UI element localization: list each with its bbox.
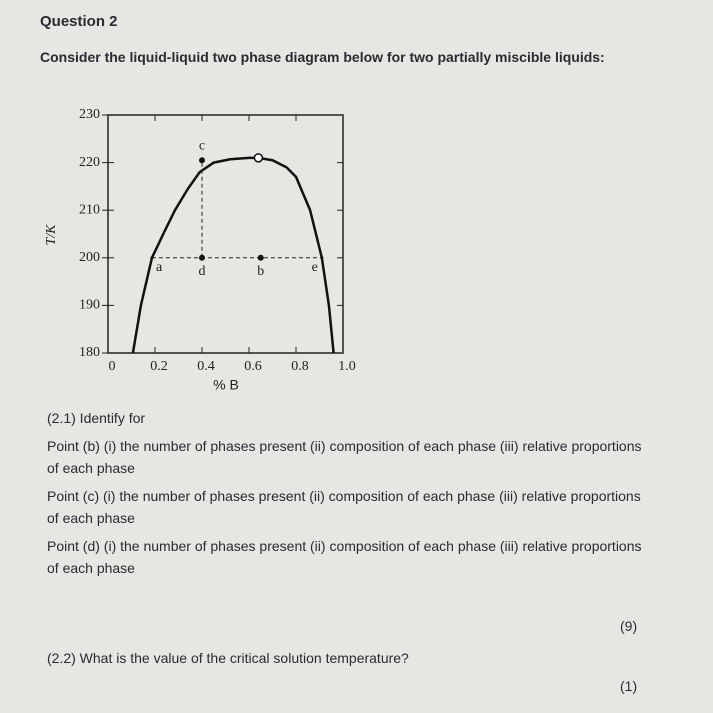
intro: Consider the liquid-liquid two phase dia… <box>40 49 605 65</box>
state-point <box>150 256 154 260</box>
y-tick-label: 220 <box>79 155 100 170</box>
point-label: d <box>199 264 206 279</box>
state-point <box>199 254 205 261</box>
y-tick-label: 210 <box>79 202 100 217</box>
title: Question 2 <box>40 13 118 30</box>
point-label: e <box>312 260 318 275</box>
plot-frame <box>107 114 344 354</box>
x-tick-label: 0.2 <box>150 359 168 374</box>
x-tick-label: 1.0 <box>338 359 356 374</box>
question: Point (d) (i) the number of phases prese… <box>47 538 642 576</box>
x-tick-label: 0.6 <box>244 359 262 374</box>
point-label: c <box>199 138 205 153</box>
y-tick-label: 200 <box>79 250 100 265</box>
state-point <box>320 256 324 260</box>
question: Point (b) (i) the number of phases prese… <box>47 438 642 476</box>
marks: (9) <box>620 618 638 634</box>
question: Point (c) (i) the number of phases prese… <box>47 488 641 526</box>
state-point <box>257 254 264 261</box>
point-label: a <box>156 260 163 275</box>
question: (2.2) What is the value of the critical … <box>47 650 409 666</box>
y-axis-label: T/K <box>44 224 59 246</box>
critical-point <box>253 153 264 163</box>
x-tick-label: 0.8 <box>291 359 309 374</box>
y-tick-label: 230 <box>79 107 100 122</box>
x-axis-label: % B <box>213 377 239 393</box>
marks: (1) <box>620 678 638 694</box>
phase-boundary <box>131 156 335 354</box>
state-point <box>199 157 205 164</box>
question: (2.1) Identify for <box>47 410 146 426</box>
x-tick-label: 0.4 <box>197 359 215 374</box>
x-tick-label: 0 <box>109 359 116 374</box>
point-label: b <box>257 264 264 279</box>
y-tick-label: 190 <box>79 298 100 313</box>
y-tick-label: 180 <box>79 345 100 360</box>
